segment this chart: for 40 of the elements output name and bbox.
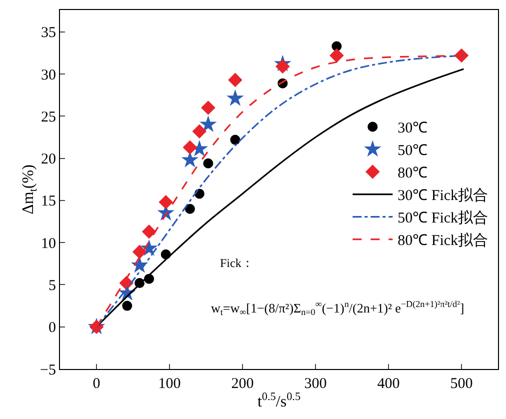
legend-label: 30℃ xyxy=(398,120,428,137)
point xyxy=(229,134,242,146)
y-tick-label: 20 xyxy=(41,152,56,168)
x-tick-label: 500 xyxy=(450,376,473,392)
x-tick-label: 0 xyxy=(92,376,100,392)
point xyxy=(182,140,198,155)
x-tick-label: 300 xyxy=(304,376,327,392)
point xyxy=(202,157,214,170)
x-axis-title: t$^{0.5}$/s$^{0.5}$ xyxy=(257,390,301,411)
y-tick-label: 35 xyxy=(41,25,56,42)
y-tick-label: 5 xyxy=(48,278,56,294)
y-tick-label: 30 xyxy=(41,67,56,84)
legend-label: 30℃ Fick拟合 xyxy=(398,187,488,204)
y-tick-label: 0 xyxy=(48,320,56,336)
point xyxy=(158,194,173,210)
x-tick-label: 400 xyxy=(377,376,400,392)
point xyxy=(142,224,156,239)
legend-label: 80℃ Fick拟合 xyxy=(398,232,488,250)
point xyxy=(228,72,242,88)
point xyxy=(200,116,217,132)
legend-label: 50℃ Fick拟合 xyxy=(398,210,488,227)
point xyxy=(330,48,344,63)
y-tick-label: 15 xyxy=(41,194,56,210)
text: w$_{t}$=w$_{∞}$[1−(8/π²)Σ$_{n=0}$$^{∞}$(−1)$^{n}$/(2n+1)² e$^{−D(2n+1)²π²t/d²}$] xyxy=(211,299,464,318)
annotation: Fick： xyxy=(220,256,254,270)
point xyxy=(330,40,343,52)
point xyxy=(184,202,196,215)
y-tick-label: −5 xyxy=(40,362,56,378)
x-tick-label: 100 xyxy=(158,376,181,392)
point xyxy=(276,59,290,74)
point xyxy=(121,300,134,312)
y-tick-label: 10 xyxy=(41,236,56,252)
legend-label: 80℃ xyxy=(398,166,428,182)
point xyxy=(132,244,147,260)
x-tick-label: 200 xyxy=(231,376,254,392)
legend-label: 50℃ xyxy=(398,143,428,160)
y-tick-label: 25 xyxy=(41,109,56,126)
point xyxy=(226,89,244,106)
point xyxy=(192,124,207,138)
point xyxy=(201,100,216,115)
